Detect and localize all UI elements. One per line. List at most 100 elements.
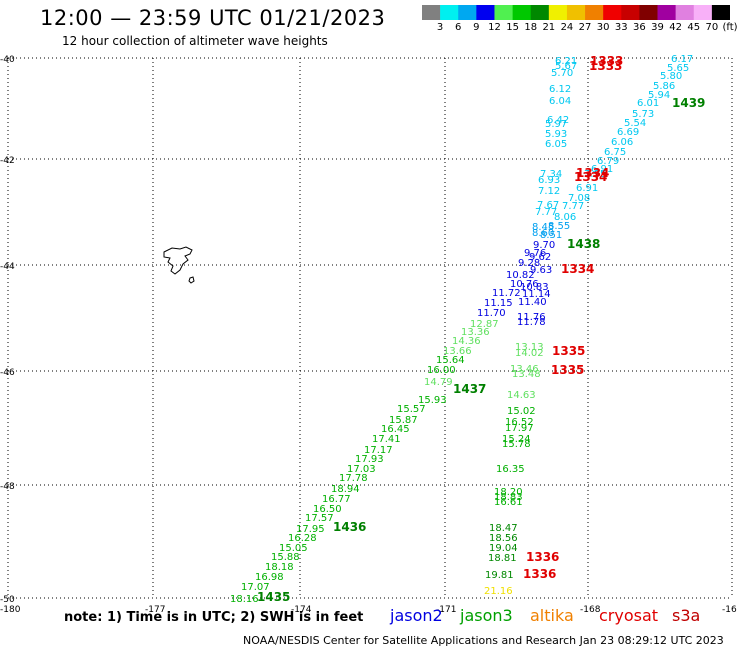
- map-grid: [7, 57, 733, 599]
- page-subtitle: 12 hour collection of altimeter wave hei…: [62, 34, 328, 48]
- swh-observation: 6.21: [555, 56, 577, 67]
- swh-observation: 11.76: [517, 312, 546, 323]
- swh-observation: 5.54: [624, 118, 646, 129]
- swh-observation: 13.13: [515, 342, 544, 353]
- swh-observation: 16.98: [255, 572, 284, 583]
- scale-label: 6: [455, 22, 462, 33]
- swh-observation: 17.97: [505, 423, 534, 434]
- swh-observation: 14.02: [515, 348, 544, 359]
- swh-observation: 7.77: [535, 207, 557, 218]
- pass-time-label: 1334: [561, 262, 594, 276]
- page-title: 12:00 — 23:59 UTC 01/21/2023: [40, 6, 386, 30]
- swh-observation: 8.06: [554, 212, 576, 223]
- swh-observation: 14.36: [452, 336, 481, 347]
- scale-swatch: [603, 5, 622, 20]
- scale-label: (ft): [722, 22, 738, 33]
- swh-observation: 6.42: [547, 115, 569, 126]
- scale-label: 39: [651, 22, 664, 33]
- swh-observation: 6.04: [549, 96, 571, 107]
- swh-observation: 13.66: [443, 346, 472, 357]
- scale-swatch: [512, 5, 532, 20]
- pass-time-label: 1335: [551, 363, 584, 377]
- swh-observation: 16.45: [381, 424, 410, 435]
- lat-tick-label: -40: [0, 55, 15, 65]
- swh-observation: 19.81: [485, 570, 514, 581]
- swh-observation: 7.34: [540, 169, 562, 180]
- pass-time-label: 1437: [453, 382, 486, 396]
- scale-swatch: [458, 5, 477, 20]
- scale-swatch: [657, 5, 676, 20]
- lat-tick-label: -44: [0, 262, 15, 272]
- swh-observation: 18.56: [489, 533, 518, 544]
- swh-observation: 11.72: [492, 288, 521, 299]
- swh-observation: 16.28: [288, 533, 317, 544]
- swh-observation: 15.88: [271, 552, 300, 563]
- swh-observation: 16.50: [313, 504, 342, 515]
- swh-observation: 6.01: [637, 98, 659, 109]
- swh-observation: 10.83: [520, 282, 549, 293]
- scale-swatch: [530, 5, 550, 20]
- satellite-legend-jason2: jason2: [390, 606, 443, 625]
- swh-observation: 11.70: [477, 308, 506, 319]
- swh-observation: 17.57: [305, 513, 334, 524]
- lat-tick-label: -50: [0, 595, 15, 605]
- swh-observation: 17.07: [241, 582, 270, 593]
- swh-observation: 17.41: [372, 434, 401, 445]
- scale-label: 33: [614, 22, 628, 33]
- scale-swatch: [476, 5, 495, 20]
- lon-tick-label: -174: [291, 605, 312, 615]
- swh-observation: 6.91: [591, 164, 613, 175]
- swh-observation: 13.48: [512, 369, 541, 380]
- swh-observation: 18.18: [265, 562, 294, 573]
- swh-observation: 6.05: [545, 139, 567, 150]
- swh-observation: 16.61: [494, 497, 523, 508]
- scale-swatch: [440, 5, 459, 20]
- pass-time-label: 1336: [526, 550, 559, 564]
- pass-time-label: 1333: [589, 59, 622, 73]
- scale-swatch: [494, 5, 513, 20]
- scale-swatch: [585, 5, 604, 20]
- swh-observation: 13.36: [461, 327, 490, 338]
- swh-observation: 6.12: [549, 84, 571, 95]
- swh-observation: 17.93: [355, 454, 384, 465]
- swh-observation: 5.65: [667, 63, 689, 74]
- swh-observation: 15.24: [502, 434, 531, 445]
- swh-observation: 5.93: [545, 129, 567, 140]
- map-axis-ticks: -40 -42 -44 -46 -48 -50-180 -177 -174 -171 -168 -1…: [0, 55, 737, 615]
- scale-label: 3: [436, 22, 444, 33]
- swh-observation: 10.82: [506, 270, 535, 281]
- scale-label: 30: [596, 22, 610, 33]
- swh-observation: 15.57: [397, 404, 426, 415]
- scale-label: 18: [524, 22, 538, 33]
- swh-observation: 10.76: [510, 279, 539, 290]
- swh-observation: 5.73: [632, 109, 654, 120]
- swh-observation: 7.12: [538, 186, 560, 197]
- scale-swatch: [639, 5, 658, 20]
- swh-observation: 6.69: [617, 127, 639, 138]
- swh-observation: 16.00: [427, 365, 456, 376]
- scale-label: 24: [560, 22, 574, 33]
- footer-note: note: 1) Time is in UTC; 2) SWH is in fe…: [64, 610, 364, 625]
- pass-time-label: 1335: [552, 344, 585, 358]
- swh-observation: 6.93: [538, 175, 560, 186]
- swh-observation: 5.94: [648, 90, 670, 101]
- scale-label: 70: [705, 22, 719, 33]
- swh-observation: 9.28: [518, 258, 540, 269]
- swh-observation: 6.17: [671, 54, 693, 65]
- satellite-legend-s3a: s3a: [672, 606, 701, 625]
- scale-label: 27: [578, 22, 592, 33]
- swh-observation: 7.67: [537, 200, 559, 211]
- swh-observation: 17.95: [296, 524, 325, 535]
- swh-observation: 7.35: [584, 169, 606, 180]
- swh-observation: 8.51: [540, 230, 562, 241]
- swh-observation: 8.55: [548, 221, 570, 232]
- satellite-legend-cryosat: cryosat: [599, 606, 659, 625]
- swh-observation: 11.15: [484, 298, 513, 309]
- scale-swatch: [422, 5, 441, 20]
- scale-swatch: [711, 5, 730, 20]
- swh-observation: 5.70: [551, 68, 573, 79]
- color-scale-labels: 3 6 9 12 15 18 21 24 27 30 33 36 39 42 45 70 (ft): [422, 22, 738, 36]
- swh-observation: 11.14: [522, 289, 551, 300]
- lon-tick-label: -177: [145, 605, 165, 615]
- swh-observation: 18.81: [488, 553, 517, 564]
